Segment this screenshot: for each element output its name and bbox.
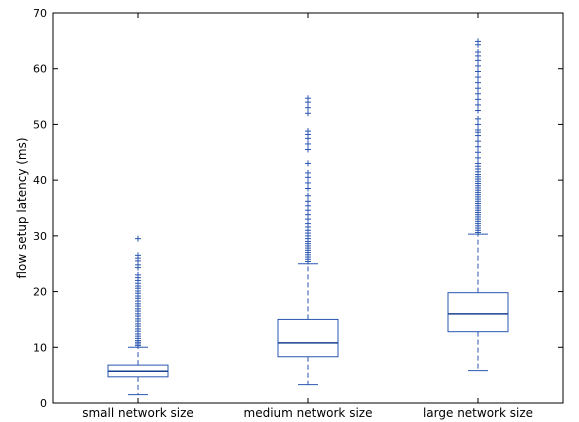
outlier-marker [475,79,481,86]
iqr-box [277,318,339,358]
box-3 [447,38,509,372]
outlier-marker [305,146,311,153]
y-tick-label: 60 [33,63,47,76]
outlier-marker [305,192,311,199]
outlier-marker [305,185,311,192]
outlier-marker [475,138,481,145]
outlier-marker [305,160,311,167]
y-tick-label: 40 [33,174,47,187]
outlier-marker [305,140,311,147]
outlier-marker [475,96,481,103]
outlier-marker [305,104,311,111]
outlier-marker [475,149,481,156]
outlier-marker [135,271,141,278]
y-tick-label: 30 [33,230,47,243]
outlier-marker [475,90,481,97]
x-tick-label: medium network size [244,406,373,420]
outlier-marker [475,62,481,69]
outlier-marker [305,179,311,186]
y-axis-ticks: 0 10 20 30 40 50 60 70 [33,7,563,410]
y-tick-label: 10 [33,341,47,354]
box-2 [277,95,339,386]
x-axis-labels: small network size medium network size lar… [82,13,533,420]
outlier-marker [475,154,481,161]
outlier-marker [135,252,141,259]
box-1 [107,235,169,396]
outlier-marker [475,101,481,108]
y-axis-label: flow setup latency (ms) [15,137,29,278]
x-tick-label: small network size [82,406,194,420]
outlier-marker [305,198,311,205]
outlier-marker [135,235,141,242]
outlier-marker [305,95,311,102]
y-tick-label: 70 [33,7,47,20]
outlier-marker [475,121,481,128]
outlier-marker [475,38,481,45]
y-tick-label: 50 [33,118,47,131]
y-tick-label: 0 [40,397,47,410]
outlier-marker [475,127,481,133]
outlier-marker [475,74,481,81]
outlier-marker [475,49,481,55]
iqr-box [447,292,509,333]
outlier-marker [475,85,481,92]
boxes-group [107,38,509,396]
outlier-marker [305,169,311,176]
y-tick-label: 20 [33,286,47,299]
outlier-marker [305,110,311,117]
outlier-marker [475,160,481,167]
x-tick-label: large network size [423,406,533,420]
outlier-marker [305,128,311,135]
outlier-marker [475,68,481,75]
outlier-marker [475,107,481,114]
outlier-marker [475,115,481,122]
outlier-marker [475,143,481,150]
